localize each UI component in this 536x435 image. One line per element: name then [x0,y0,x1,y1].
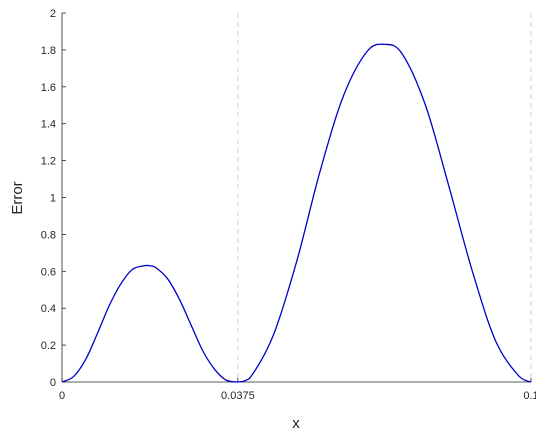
y-tick-label: 0.8 [41,229,56,241]
y-axis-label: Error [9,181,26,214]
y-tick-label: 1.8 [41,45,56,57]
y-tick-label: 2 [50,8,56,20]
y-tick-label: 1.6 [41,82,56,94]
y-tick-label: 0 [50,377,56,389]
y-tick-label: 0.6 [41,266,56,278]
x-tick-label: 0.1 [523,390,536,402]
x-tick-label: 0 [59,390,65,402]
y-tick-label: 0.4 [41,303,56,315]
y-tick-label: 1.4 [41,119,56,131]
y-tick-label: 1 [50,193,56,205]
x-axis-label: x [292,415,300,432]
y-tick-label: 1.2 [41,156,56,168]
series-line [61,43,532,383]
y-tick-label: 0.2 [41,340,56,352]
x-tick-label: 0.0375 [221,390,255,402]
